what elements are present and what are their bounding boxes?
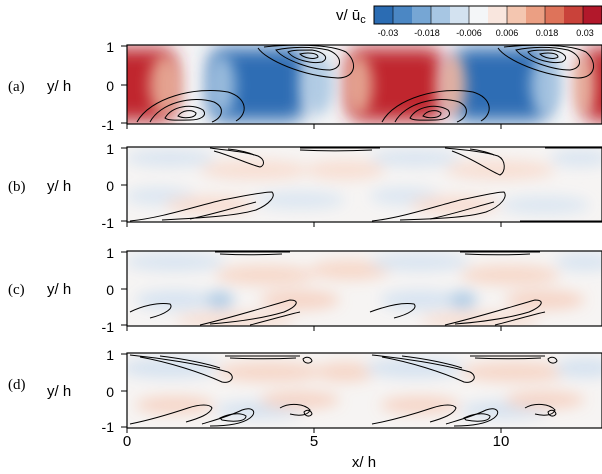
colorbar-swatch: [564, 6, 584, 24]
x-axis: 0 5 10 x/ h: [123, 433, 510, 471]
colorbar-swatch: [583, 6, 602, 24]
y-tick-label: 0: [106, 384, 114, 400]
colorbar-swatch: [469, 6, 489, 24]
x-axis-label: x/ h: [352, 454, 376, 471]
colorbar-swatch: [450, 6, 470, 24]
tick-marks: [121, 353, 502, 433]
panel-letter: (c): [8, 282, 25, 298]
colorbar-swatch: [393, 6, 413, 24]
colorbar-tick-label: -0.018: [414, 28, 440, 38]
colorbar-frame: [373, 5, 602, 25]
y-tick-label: -1: [102, 419, 115, 435]
x-tick-label: 0: [123, 433, 131, 450]
y-tick-label: 1: [106, 245, 114, 261]
colorbar-swatch: [488, 6, 508, 24]
tick-marks: [121, 251, 502, 331]
contour-field: [127, 45, 602, 124]
panel-c: (c) y/ h 1 0 -1: [8, 245, 602, 335]
colorbar-tick-label: 0.018: [536, 28, 559, 38]
contour-lines: [129, 354, 558, 427]
colorbar: v/ ūc -0.03 -0.018 -0.006 0.006 0.018 0.…: [336, 5, 602, 38]
y-tick-label: 1: [106, 39, 114, 55]
x-tick-label: 10: [493, 433, 510, 450]
colorbar-tick-label: -0.03: [378, 28, 399, 38]
y-tick-label: 0: [106, 178, 114, 194]
colorbar-swatch: [431, 6, 451, 24]
panel-d: (d) y/ h 1 0 -1: [8, 347, 602, 435]
colorbar-swatch: [374, 6, 394, 24]
y-tick-label: -1: [102, 215, 115, 231]
panel-letter: (d): [8, 377, 26, 393]
y-axis-label: y/ h: [47, 178, 71, 195]
y-axis-label: y/ h: [47, 383, 71, 400]
x-tick-label: 5: [310, 433, 318, 450]
panel-a: (a) y/ h 1 0 -1: [8, 39, 602, 133]
panel-letter: (b): [8, 179, 26, 195]
y-tick-label: 1: [106, 141, 114, 157]
contour-lines: [129, 147, 602, 222]
colorbar-swatch: [507, 6, 527, 24]
y-tick-label: 0: [106, 78, 114, 94]
colorbar-cells: [374, 6, 602, 24]
panel-letter: (a): [8, 79, 25, 95]
tick-marks: [121, 147, 502, 227]
y-axis-label: y/ h: [47, 281, 71, 298]
y-tick-label: 1: [106, 347, 114, 363]
colorbar-tick-label: 0.03: [576, 28, 594, 38]
y-tick-label: 0: [106, 282, 114, 298]
colorbar-swatch: [526, 6, 546, 24]
y-tick-label: -1: [102, 319, 115, 335]
tick-marks: [121, 45, 502, 129]
y-axis-label: y/ h: [47, 78, 71, 95]
contour-field: [127, 353, 602, 428]
colorbar-label: v/ ūc: [336, 7, 366, 26]
colorbar-swatch: [545, 6, 565, 24]
colorbar-tick-label: -0.006: [456, 28, 482, 38]
colorbar-tick-label: 0.006: [496, 28, 519, 38]
y-tick-label: -1: [102, 117, 115, 133]
contour-lines: [129, 251, 546, 326]
contour-field: [127, 147, 602, 222]
contour-field: [127, 251, 602, 326]
panel-b: (b) y/ h 1 0 -1: [8, 141, 602, 231]
colorbar-swatch: [412, 6, 432, 24]
